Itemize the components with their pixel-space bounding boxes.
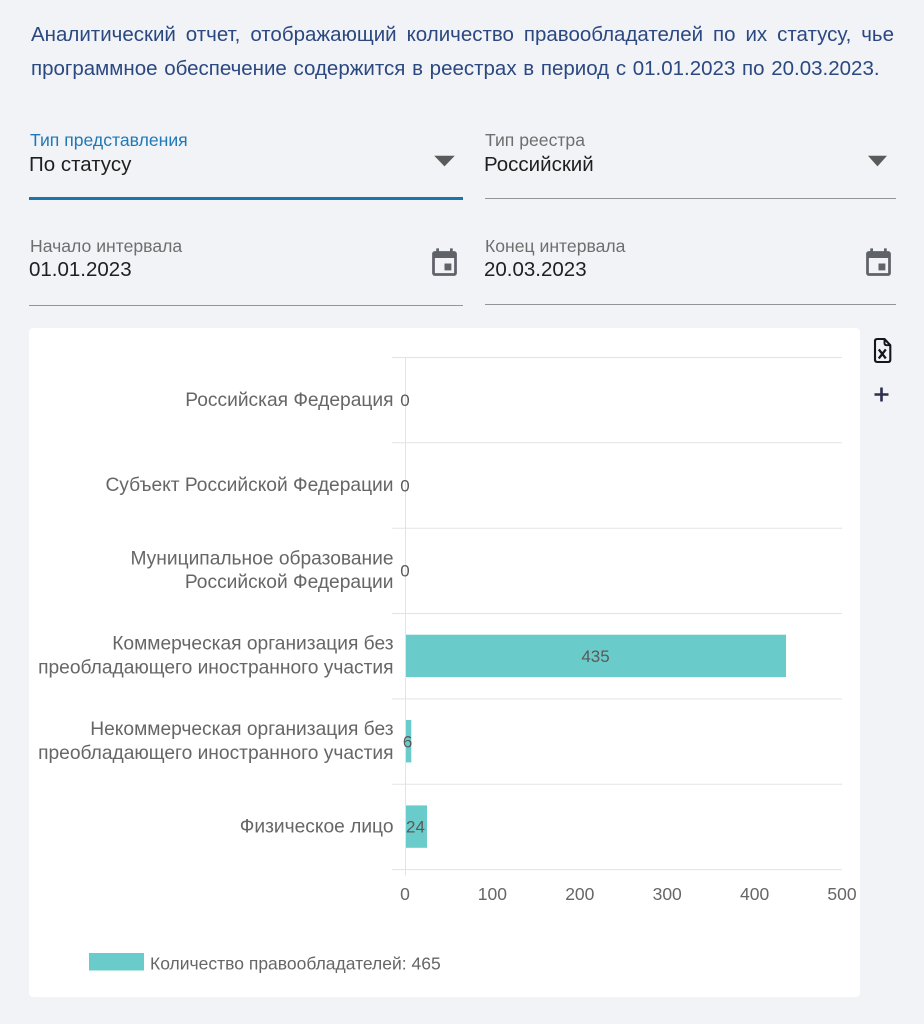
svg-text:100: 100 (478, 884, 507, 904)
svg-text:300: 300 (653, 884, 682, 904)
svg-text:24: 24 (406, 818, 425, 837)
svg-text:Субъект Российской Федерации: Субъект Российской Федерации (105, 475, 393, 496)
svg-text:400: 400 (740, 884, 769, 904)
svg-text:0: 0 (400, 562, 409, 581)
svg-text:Муниципальное образование: Муниципальное образование (130, 548, 393, 569)
svg-text:0: 0 (400, 884, 410, 904)
svg-text:Российской Федерации: Российской Федерации (185, 572, 394, 593)
svg-text:500: 500 (827, 884, 856, 904)
svg-text:преобладающего иностранного уч: преобладающего иностранного участия (38, 743, 393, 764)
svg-text:Коммерческая организация без: Коммерческая организация без (112, 634, 393, 655)
svg-text:Российская Федерация: Российская Федерация (185, 390, 393, 411)
svg-text:6: 6 (403, 732, 412, 751)
svg-text:0: 0 (400, 391, 409, 410)
svg-text:Некоммерческая организация без: Некоммерческая организация без (90, 719, 393, 740)
svg-text:преобладающего иностранного уч: преобладающего иностранного участия (38, 658, 393, 679)
svg-text:Количество правообладателей: 4: Количество правообладателей: 465 (150, 954, 441, 974)
svg-text:435: 435 (581, 647, 609, 666)
svg-text:Физическое лицо: Физическое лицо (240, 817, 394, 838)
svg-text:200: 200 (565, 884, 594, 904)
svg-text:0: 0 (400, 476, 409, 495)
